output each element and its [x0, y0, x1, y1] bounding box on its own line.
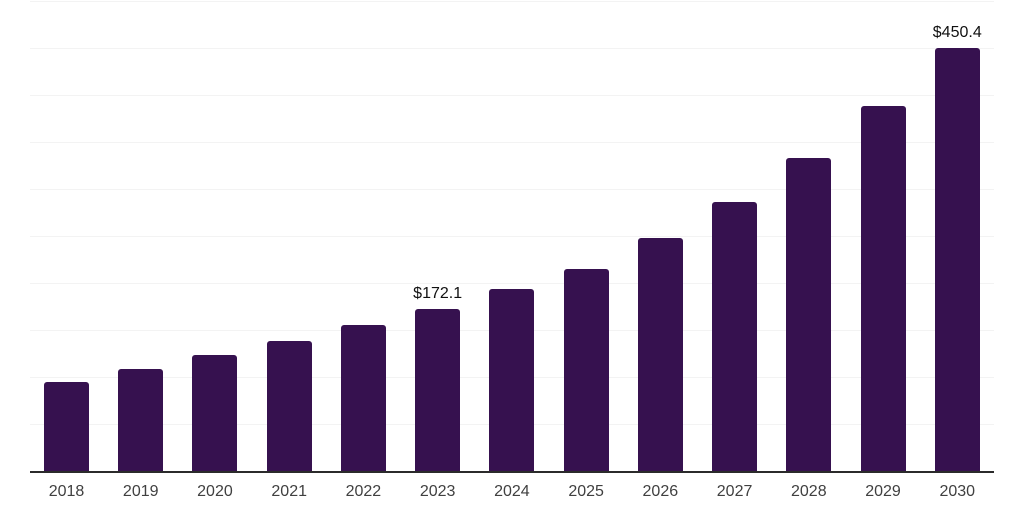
bar-2024 [489, 289, 535, 471]
x-tick-2023: 2023 [419, 483, 456, 500]
gridline-400 [30, 95, 994, 96]
gridline-450 [30, 48, 994, 49]
bar-2018 [44, 381, 89, 471]
x-tick-2022: 2022 [345, 483, 382, 500]
bar-2026 [637, 237, 683, 471]
bar-2030 [934, 47, 980, 471]
x-tick-2030: 2030 [939, 483, 976, 500]
x-tick-2020: 2020 [197, 483, 233, 500]
bar-2021 [266, 341, 312, 471]
x-tick-2028: 2028 [791, 483, 827, 500]
bar-2028 [786, 157, 832, 471]
gridline-350 [30, 142, 994, 143]
bar-2022 [340, 325, 386, 471]
x-tick-2024: 2024 [494, 483, 530, 500]
x-tick-2025: 2025 [568, 483, 604, 500]
bar-2025 [563, 269, 609, 471]
plot-area: $172.1 $450.4 [30, 1, 994, 473]
bar-2027 [712, 201, 758, 471]
bar-2023 [415, 309, 461, 471]
x-tick-2021: 2021 [271, 483, 307, 500]
x-tick-2019: 2019 [122, 483, 159, 500]
gridline-250 [30, 236, 994, 237]
value-label-2023: $172.1 [413, 285, 463, 303]
gridline-300 [30, 189, 994, 190]
x-tick-2026: 2026 [642, 483, 679, 500]
x-tick-2029: 2029 [865, 483, 901, 500]
gridline-500 [30, 1, 994, 2]
x-tick-2027: 2027 [716, 483, 753, 500]
bar-2029 [860, 106, 906, 471]
bar-2019 [118, 368, 164, 471]
value-label-2030: $450.4 [932, 23, 982, 41]
gridline-200 [30, 283, 994, 284]
bar-2020 [192, 354, 238, 471]
x-tick-2018: 2018 [48, 483, 85, 500]
